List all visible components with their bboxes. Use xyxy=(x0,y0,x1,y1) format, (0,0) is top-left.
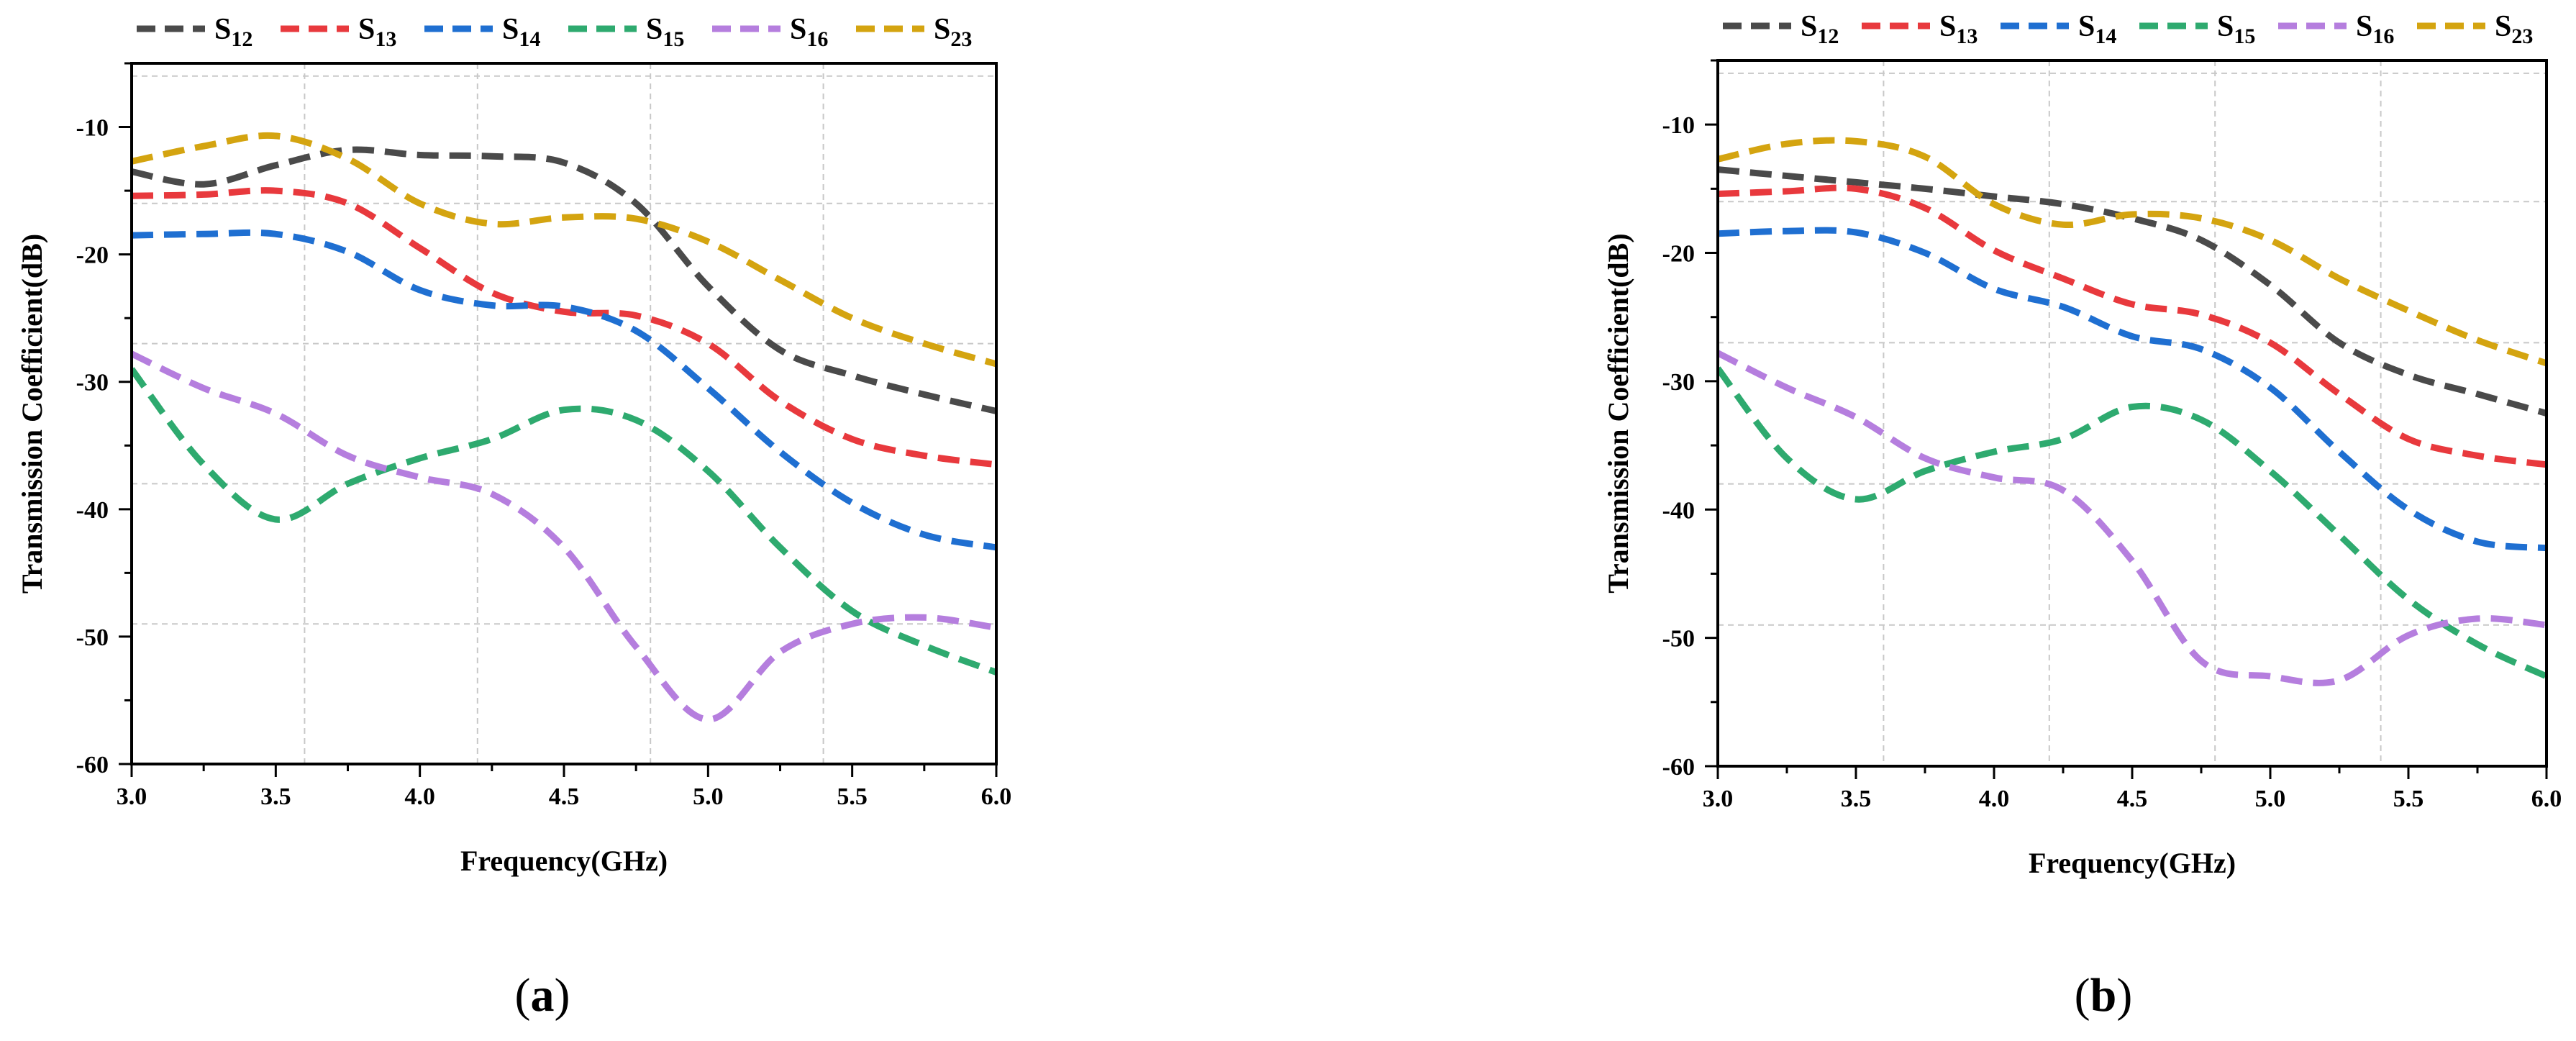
y-tick-label: -40 xyxy=(1662,497,1695,524)
legend: S12 S13 S14 S15 S16 S23 xyxy=(137,13,972,51)
x-tick-label: 5.5 xyxy=(2393,786,2424,812)
x-tick-label: 5.0 xyxy=(2255,786,2286,812)
series-line-s12 xyxy=(1718,166,2547,417)
legend-label: S23 xyxy=(2495,10,2533,48)
series-line-s16 xyxy=(132,350,996,723)
x-tick-label: 5.0 xyxy=(693,783,724,810)
legend-label: S15 xyxy=(646,13,684,51)
series-line-s23 xyxy=(132,132,996,368)
y-tick-label: -50 xyxy=(1662,626,1695,653)
y-tick-label: -10 xyxy=(1662,112,1695,139)
legend-label: S15 xyxy=(2217,10,2255,48)
legend-item-s13: S13 xyxy=(281,13,396,51)
y-axis-title: Transmission Coefficient(dB) xyxy=(1602,233,1634,593)
legend-label: S13 xyxy=(1939,10,1977,48)
legend-item-s23: S23 xyxy=(2417,10,2533,48)
x-tick-label: 6.0 xyxy=(981,783,1012,810)
series-line-s13 xyxy=(132,187,996,468)
legend-label: S13 xyxy=(358,13,396,51)
series-line-s13 xyxy=(1718,184,2547,468)
legend-label: S16 xyxy=(790,13,828,51)
legend-item-s15: S15 xyxy=(2139,10,2255,48)
legend-item-s14: S14 xyxy=(2001,10,2116,48)
y-tick-label: -60 xyxy=(76,752,109,778)
series-line-s15 xyxy=(132,367,996,676)
series-lines xyxy=(1718,137,2547,686)
legend-item-s14: S14 xyxy=(424,13,540,51)
x-tick-label: 3.5 xyxy=(260,783,291,810)
y-tick-label: -20 xyxy=(76,242,109,269)
series-line-s12 xyxy=(132,146,996,414)
panel-label: (a) xyxy=(515,969,570,1022)
legend-label: S14 xyxy=(2078,10,2116,48)
x-tick-label: 4.0 xyxy=(404,783,435,810)
x-tick-label: 6.0 xyxy=(2531,786,2562,812)
y-tick-label: -20 xyxy=(1662,241,1695,268)
y-tick-label: -30 xyxy=(76,370,109,396)
panel-label: (b) xyxy=(2075,969,2133,1022)
legend-label: S12 xyxy=(214,13,252,51)
y-axis-title: Transmission Coefficient(dB) xyxy=(16,234,48,594)
series-line-s15 xyxy=(1718,366,2547,680)
series-line-s14 xyxy=(132,229,996,551)
y-tick-label: -40 xyxy=(76,497,109,524)
series-line-s23 xyxy=(1718,137,2547,367)
legend-label: S16 xyxy=(2356,10,2394,48)
legend-item-s23: S23 xyxy=(856,13,972,51)
chart-panel-a: -10 -20 -30 -40 -50 -60 3.0 3.5 4.0 4.5 5.0 5.5 6.0 F… xyxy=(16,13,1011,1022)
y-tick-label: -10 xyxy=(76,115,109,142)
series-line-s14 xyxy=(1718,227,2547,552)
legend-label: S14 xyxy=(502,13,540,51)
x-tick-label: 4.5 xyxy=(549,783,580,810)
legend-item-s16: S16 xyxy=(2278,10,2394,48)
x-axis-title: Frequency(GHz) xyxy=(460,845,668,877)
x-tick-label: 5.5 xyxy=(837,783,868,810)
legend-label: S12 xyxy=(1801,10,1839,48)
x-tick-label: 4.0 xyxy=(1979,786,2010,812)
x-tick-label: 4.5 xyxy=(2117,786,2148,812)
x-tick-label: 3.0 xyxy=(1703,786,1734,812)
legend: S12 S13 S14 S15 S16 S23 xyxy=(1723,10,2533,48)
legend-item-s15: S15 xyxy=(568,13,684,51)
series-lines xyxy=(132,132,996,723)
y-tick-label: -60 xyxy=(1662,754,1695,781)
series-line-s16 xyxy=(1718,350,2547,686)
x-axis-title: Frequency(GHz) xyxy=(2029,847,2236,879)
x-tick-label: 3.5 xyxy=(1841,786,1872,812)
y-tick-label: -50 xyxy=(76,624,109,651)
legend-item-s13: S13 xyxy=(1862,10,1977,48)
legend-item-s12: S12 xyxy=(137,13,252,51)
x-tick-label: 3.0 xyxy=(117,783,147,810)
legend-item-s12: S12 xyxy=(1723,10,1839,48)
legend-item-s16: S16 xyxy=(712,13,828,51)
legend-label: S23 xyxy=(934,13,972,51)
chart-panel-b: -10 -20 -30 -40 -50 -60 3.0 3.5 4.0 4.5 5.0 5.5 6.0 F… xyxy=(1602,10,2562,1022)
y-tick-label: -30 xyxy=(1662,369,1695,396)
